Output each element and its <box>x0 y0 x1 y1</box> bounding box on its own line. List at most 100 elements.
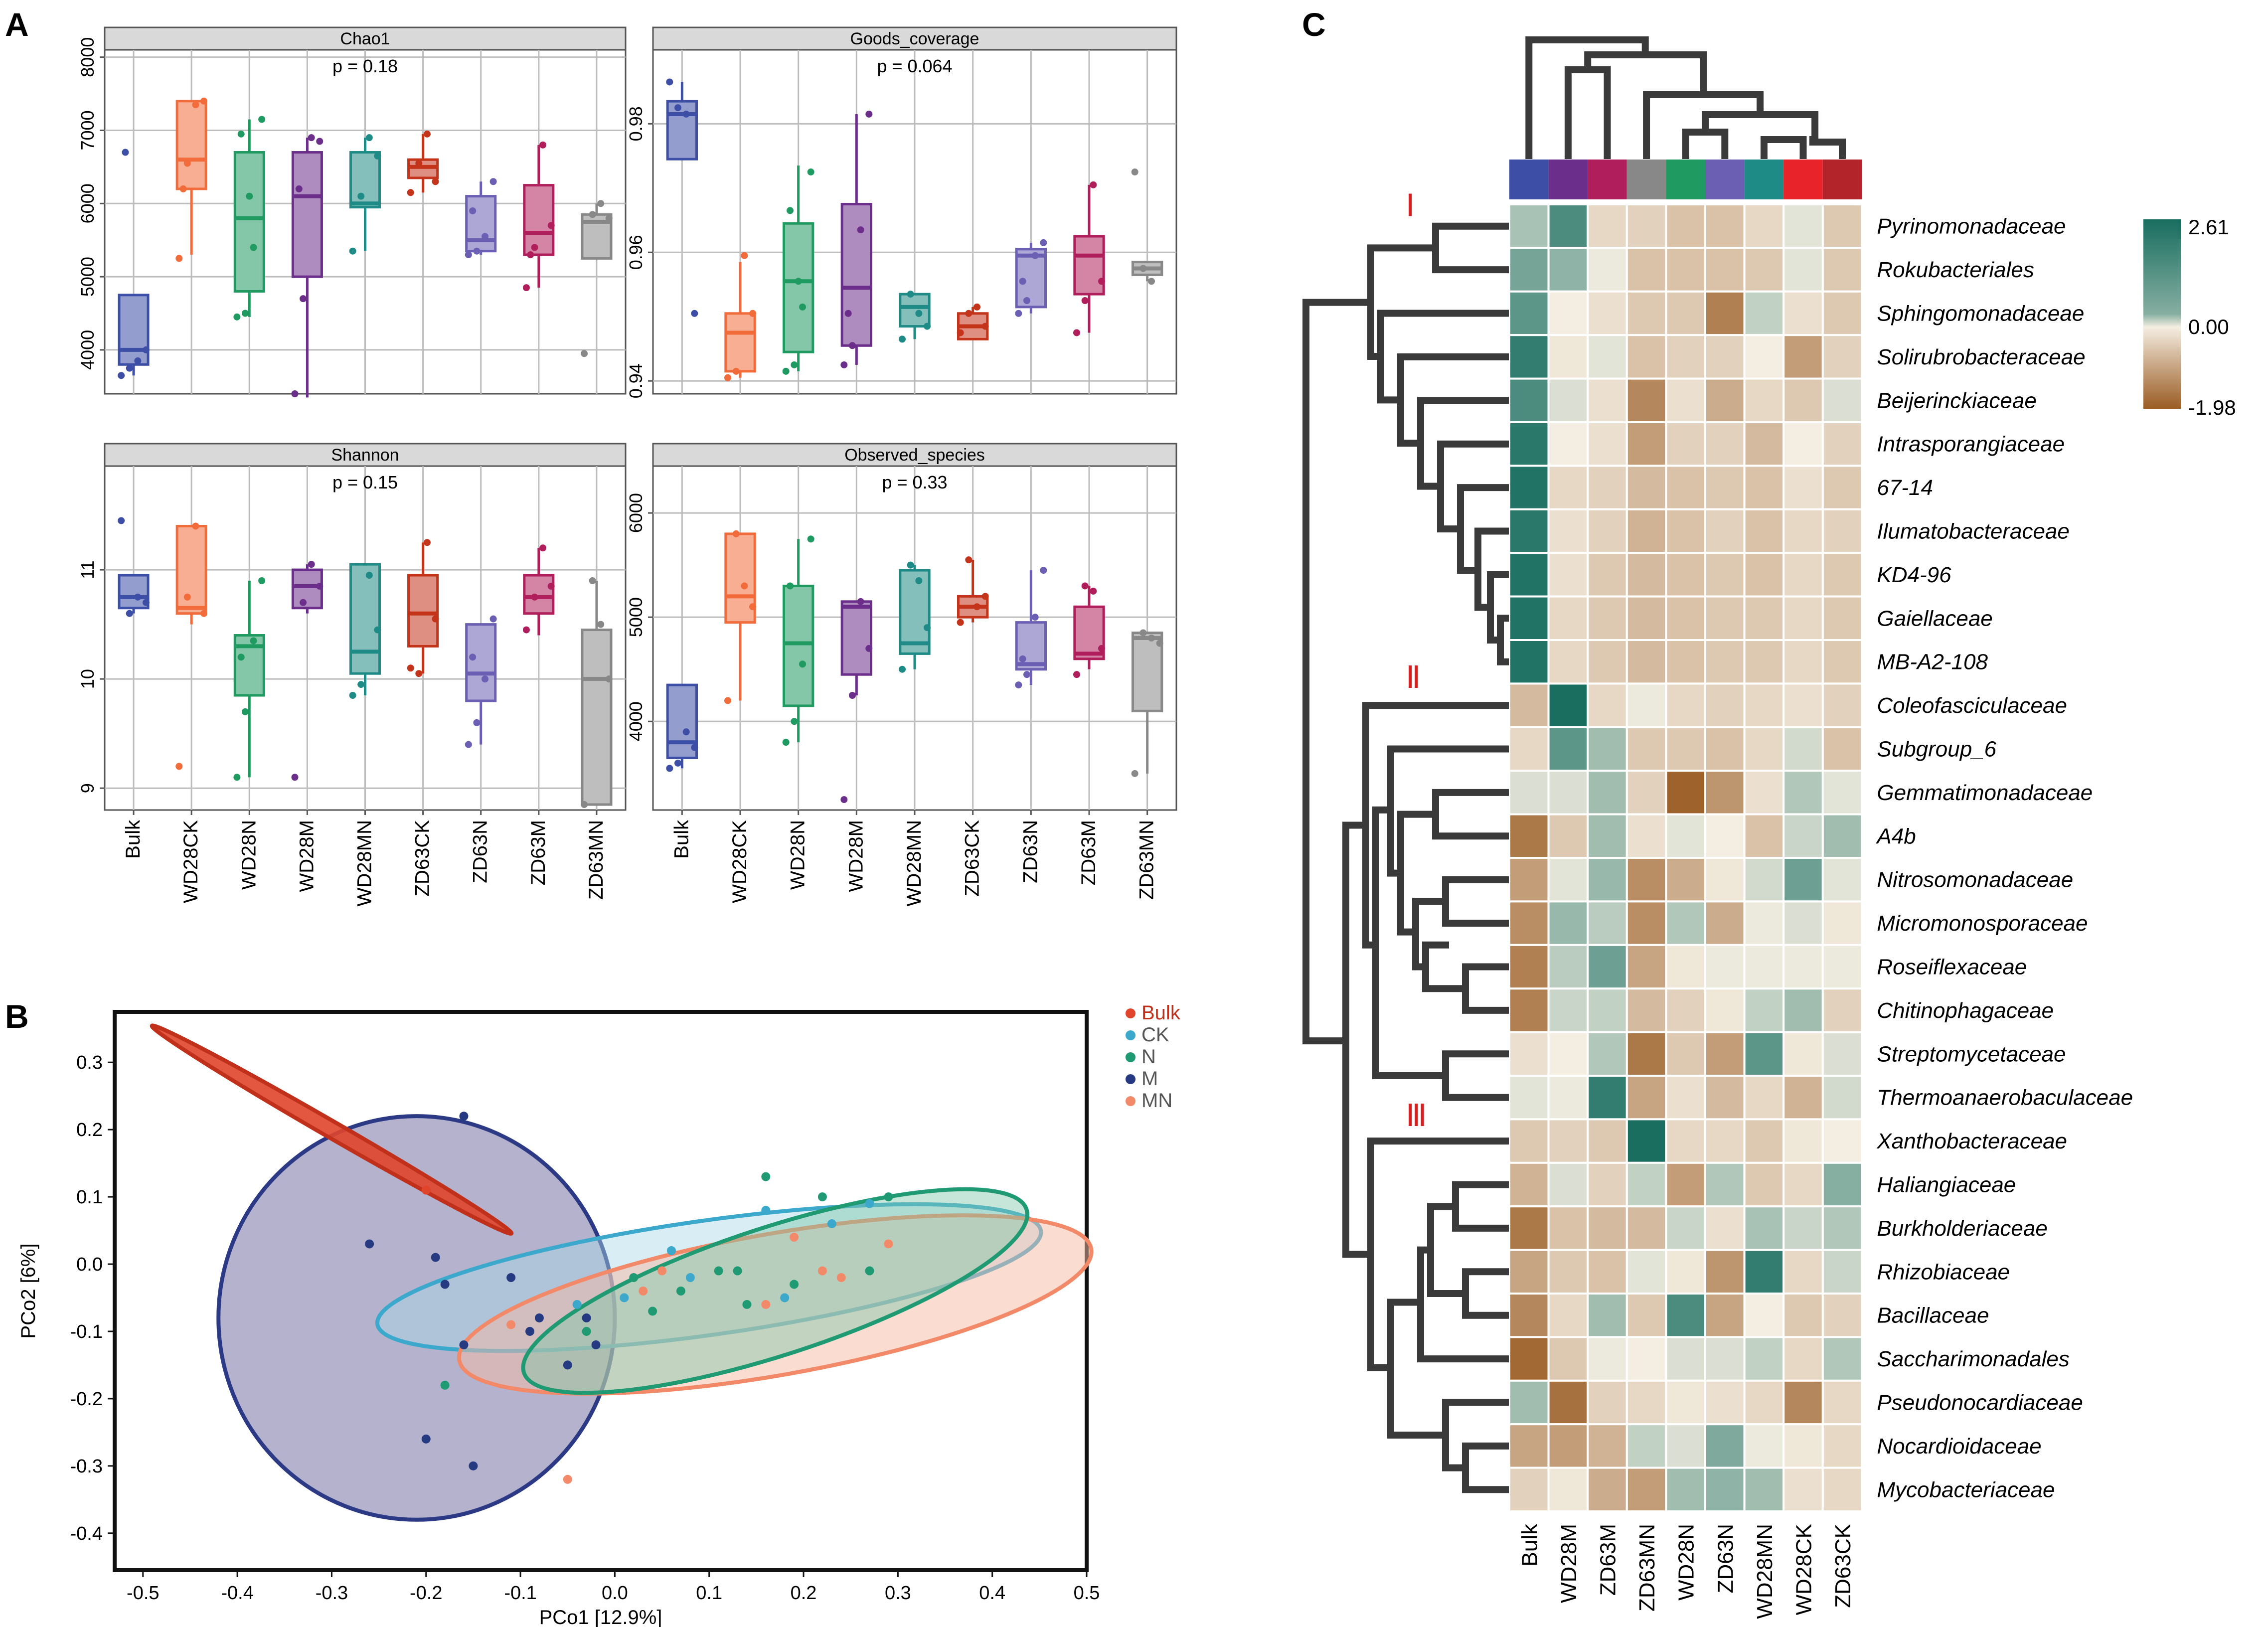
heat-cell <box>1704 682 1746 728</box>
data-point <box>237 653 245 661</box>
heat-cell <box>1665 290 1706 336</box>
heat-cell <box>1743 1249 1785 1295</box>
heat-cell <box>1625 1293 1667 1338</box>
data-point <box>142 346 150 353</box>
data-point <box>423 539 431 546</box>
data-point <box>539 141 547 149</box>
row-label: Xanthobacteraceae <box>1876 1129 2067 1153</box>
heat-cell <box>1743 290 1785 336</box>
heat-cell <box>1587 203 1628 249</box>
heat-cell <box>1508 1249 1550 1295</box>
data-point <box>233 774 241 781</box>
x-tick-label: Bulk <box>670 819 692 859</box>
data-point <box>741 582 748 590</box>
column-annotation-WD28N <box>1666 160 1705 199</box>
row-label: Chitinophagaceae <box>1877 998 2054 1023</box>
data-point <box>465 741 472 748</box>
heat-cell <box>1704 1423 1746 1469</box>
heat-cell <box>1508 334 1550 380</box>
x-tick-label: ZD63N <box>1019 820 1041 883</box>
heat-cell <box>1625 987 1667 1033</box>
row-label: Burkholderiaceae <box>1877 1216 2047 1241</box>
row-label: Ilumatobacteraceae <box>1877 519 2069 544</box>
row-label: Gaiellaceae <box>1877 606 1992 631</box>
point-M <box>563 1360 572 1370</box>
heat-cell <box>1782 1031 1824 1077</box>
heat-cell <box>1704 1118 1746 1164</box>
heat-cell <box>1508 1161 1550 1208</box>
row-label: Pyrinomonadaceae <box>1877 214 2066 239</box>
point-N <box>742 1300 752 1309</box>
heat-cell <box>1704 726 1746 772</box>
heat-cell <box>1743 857 1785 903</box>
data-point <box>732 367 740 375</box>
heat-cell <box>1665 1075 1706 1121</box>
box-WD28MN <box>349 563 381 699</box>
data-point <box>865 110 873 118</box>
heat-cell <box>1821 1249 1863 1295</box>
heat-cell <box>1625 944 1667 990</box>
column-label: WD28MN <box>1753 1524 1777 1619</box>
heat-cell <box>1704 1161 1746 1208</box>
heat-cell <box>1587 1423 1628 1469</box>
heat-cell <box>1508 1118 1550 1164</box>
point-N <box>817 1192 827 1202</box>
heat-cell <box>1547 726 1589 772</box>
boxplot-shannon: Shannon 9 10 11 p = 0.15 Bulk WD28CK WD28N WD28M… <box>77 443 627 906</box>
heat-cell <box>1508 508 1550 554</box>
data-point <box>291 774 299 781</box>
heat-cell <box>1587 595 1628 641</box>
heat-cell <box>1508 1205 1550 1251</box>
data-point <box>682 110 690 118</box>
heat-cell <box>1625 377 1667 423</box>
heat-cell <box>1782 1118 1824 1164</box>
data-point <box>807 168 814 176</box>
box-Bulk <box>118 149 150 379</box>
x-tick-label: 0.3 <box>885 1583 911 1604</box>
facet-title: Goods_coverage <box>850 29 979 48</box>
heat-cell <box>1743 1423 1785 1469</box>
row-label: 67-14 <box>1877 476 1933 500</box>
point-N <box>648 1306 657 1316</box>
box-ZD63N <box>465 615 497 748</box>
heat-cell <box>1665 1118 1706 1164</box>
data-point <box>915 577 923 584</box>
heat-cell <box>1547 290 1589 336</box>
data-point <box>200 610 208 617</box>
data-point <box>179 185 187 192</box>
data-point <box>1139 629 1147 637</box>
data-point <box>357 192 365 200</box>
heat-cell <box>1625 813 1667 859</box>
heat-cell <box>1704 1379 1746 1426</box>
heat-cell <box>1665 1161 1706 1208</box>
data-point <box>118 372 125 379</box>
data-point <box>258 116 266 123</box>
heat-cell <box>1704 1075 1746 1121</box>
y-tick-label: -0.3 <box>70 1456 103 1477</box>
point-MN <box>506 1320 516 1329</box>
y-tick-label: 0.96 <box>626 235 646 270</box>
heat-cell <box>1665 813 1706 859</box>
heat-cell <box>1821 1423 1863 1469</box>
heat-cell <box>1743 770 1785 815</box>
data-point <box>1040 239 1047 246</box>
row-dendrogram-branch <box>1452 1181 1509 1232</box>
data-point <box>1023 297 1030 304</box>
row-dendrogram-branch <box>1427 1203 1469 1297</box>
data-point <box>423 130 431 138</box>
heat-cell <box>1665 377 1706 423</box>
data-point <box>531 244 538 251</box>
heat-cell <box>1665 247 1706 293</box>
heat-cell <box>1587 247 1628 293</box>
data-point <box>741 252 748 259</box>
row-label: Nocardioidaceae <box>1877 1434 2041 1459</box>
data-point <box>1090 181 1097 188</box>
heat-cell <box>1821 770 1863 815</box>
heat-cell <box>1587 334 1628 380</box>
row-dendrogram-branch <box>1442 1050 1509 1101</box>
box-ZD63M <box>1073 582 1105 678</box>
heat-cell <box>1743 682 1785 728</box>
heat-cell <box>1547 465 1589 510</box>
heat-cell <box>1782 944 1824 990</box>
data-point <box>899 665 906 673</box>
